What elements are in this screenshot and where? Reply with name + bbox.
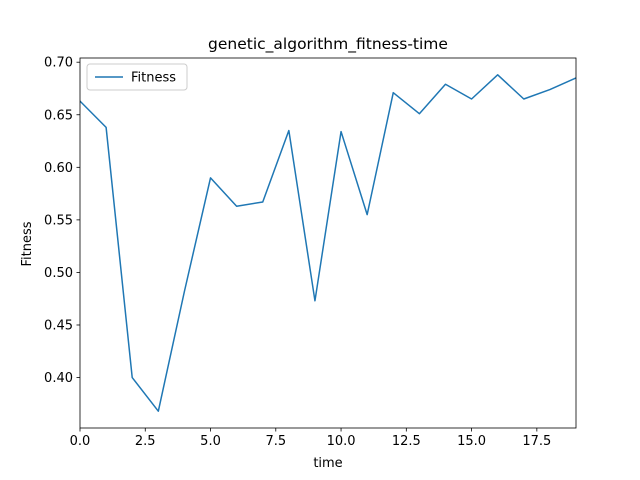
- x-tick-label: 17.5: [522, 434, 551, 449]
- x-tick-label: 10.0: [327, 434, 356, 449]
- x-tick-label: 5.0: [200, 434, 221, 449]
- y-tick-label: 0.70: [44, 56, 73, 71]
- legend-box: [86, 63, 188, 91]
- chart-title: genetic_algorithm_fitness-time: [208, 35, 448, 54]
- x-tick-label: 7.5: [265, 434, 286, 449]
- axes-frame: [79, 57, 577, 429]
- x-tick-label: 2.5: [135, 434, 156, 449]
- y-tick-label: 0.55: [44, 213, 73, 228]
- x-tick-label: 0.0: [70, 434, 91, 449]
- y-tick-label: 0.45: [44, 318, 73, 333]
- x-tick-label: 15.0: [457, 434, 486, 449]
- series-line-0: [80, 74, 576, 412]
- y-tick-label: 0.50: [44, 266, 73, 281]
- plot-area: 0.0 2.5 5.0 7.5 10.0 12.5 15.0 17.5 0.40 0.45 0.50…: [44, 56, 577, 449]
- x-axis-title: time: [313, 456, 342, 471]
- y-tick-label: 0.60: [44, 161, 73, 176]
- y-tick-label: 0.65: [44, 108, 73, 123]
- legend-label: Fitness: [131, 71, 176, 86]
- y-axis-title: Fitness: [20, 221, 35, 266]
- x-tick-label: 12.5: [392, 434, 421, 449]
- y-tick-label: 0.40: [44, 371, 73, 386]
